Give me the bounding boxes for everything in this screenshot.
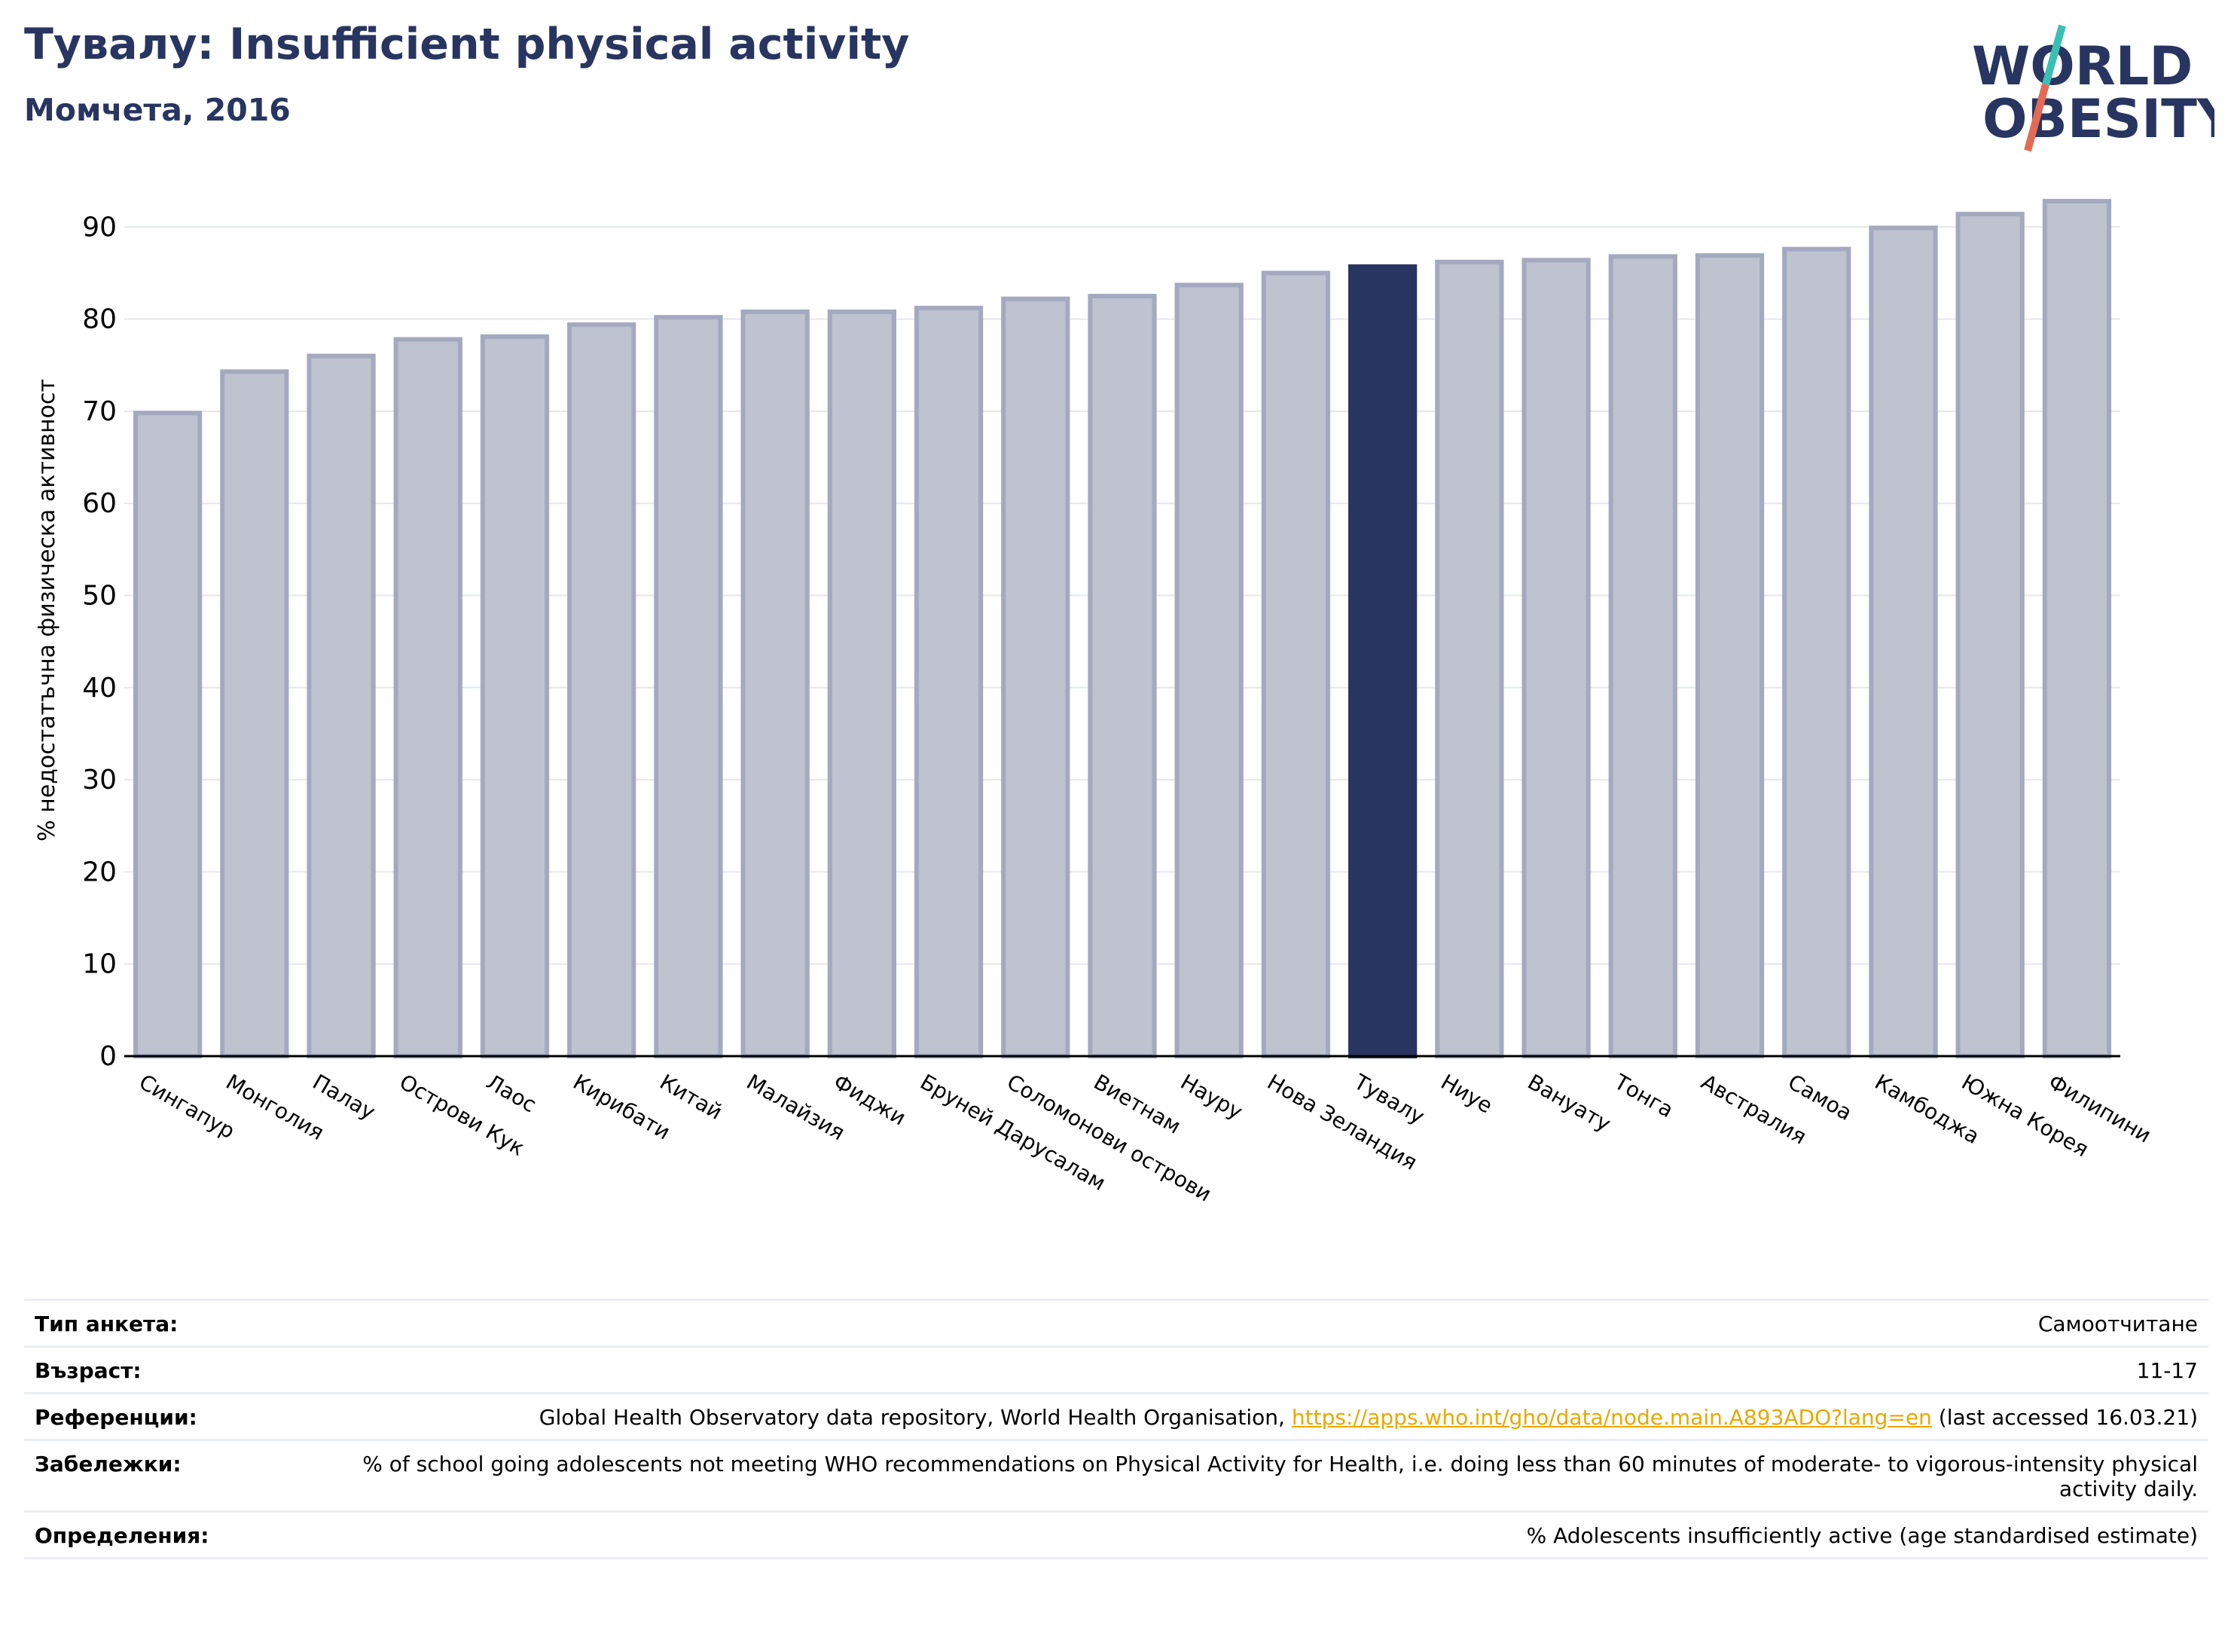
bar <box>1695 253 1765 1058</box>
x-tick-label: Самоа <box>1784 1069 1856 1125</box>
logo-word-obesity: OBESITY <box>1982 88 2214 150</box>
bar <box>1608 254 1677 1058</box>
bar <box>654 315 723 1058</box>
y-tick-label: 0 <box>99 1041 117 1072</box>
chart-subtitle: Момчета, 2016 <box>24 92 291 128</box>
definitions-value: % Adolescents insufficiently active (age… <box>1526 1523 2198 1548</box>
y-tick-label: 10 <box>82 949 117 980</box>
bar <box>307 353 376 1058</box>
x-tick-label: Тонга <box>1610 1069 1677 1122</box>
references-value: Global Health Observatory data repositor… <box>539 1405 2198 1430</box>
x-tick-label: Сингапур <box>135 1069 239 1144</box>
logo-teal-slash <box>2042 24 2066 86</box>
info-row-references: Референции: Global Health Observatory da… <box>24 1392 2208 1439</box>
x-tick-label: Китай <box>655 1069 726 1124</box>
x-tick-label: Ниуе <box>1436 1069 1497 1118</box>
notes-label: Забележки: <box>35 1452 182 1476</box>
y-tick-label: 90 <box>82 212 117 243</box>
y-tick-label: 70 <box>82 396 117 427</box>
bar-highlighted <box>1348 264 1418 1058</box>
references-text: Global Health Observatory data repositor… <box>539 1405 1285 1430</box>
x-tick-label: Вануату <box>1524 1069 1616 1136</box>
info-row-notes: Забележки: % of school going adolescents… <box>24 1439 2208 1510</box>
bar <box>393 337 462 1059</box>
bar <box>1521 258 1591 1058</box>
references-accessed: (last accessed 16.03.21) <box>1938 1405 2198 1430</box>
bar <box>480 334 550 1059</box>
definitions-label: Определения: <box>35 1523 209 1548</box>
bar <box>1261 270 1331 1059</box>
bar <box>914 305 984 1058</box>
x-tick-label: Малайзия <box>743 1069 850 1145</box>
info-row-survey: Тип анкета: Самоотчитане <box>24 1299 2208 1345</box>
bar <box>133 411 203 1058</box>
logo-word-world: WORLD <box>1972 35 2193 97</box>
x-tick-label: Кирибати <box>569 1069 674 1144</box>
bar-chart: 0 10 20 30 40 50 60 70 80 90 СингапурМонголияПала… <box>34 199 2156 1207</box>
x-tick-label: Лаос <box>482 1069 541 1117</box>
bars <box>133 199 2112 1059</box>
bar <box>827 309 896 1059</box>
x-tick-label: Палау <box>309 1069 380 1125</box>
bar <box>1782 246 1851 1059</box>
y-tick-label: 50 <box>82 581 117 612</box>
y-tick-label: 80 <box>82 304 117 335</box>
x-tick-label: Нова Зеландия <box>1263 1069 1421 1174</box>
info-row-age: Възраст: 11-17 <box>24 1345 2208 1392</box>
bar <box>1174 282 1244 1058</box>
bar <box>740 309 810 1059</box>
survey-label: Тип анкета: <box>35 1312 179 1336</box>
logo-coral-slash <box>2024 83 2049 152</box>
y-tick-label: 40 <box>82 673 117 704</box>
bar <box>2042 199 2112 1058</box>
bar <box>1955 212 2025 1059</box>
bar <box>1088 294 1157 1058</box>
info-row-definitions: Определения: % Adolescents insufficientl… <box>24 1510 2208 1559</box>
x-tick-label: Науру <box>1177 1069 1247 1124</box>
y-tick-label: 30 <box>82 765 117 795</box>
references-link[interactable]: https://apps.who.int/gho/data/node.main.… <box>1291 1405 1932 1430</box>
references-label: Референции: <box>35 1405 197 1430</box>
y-tick-label: 60 <box>82 488 117 519</box>
y-tick-label: 20 <box>82 857 117 887</box>
age-value: 11-17 <box>2136 1358 2198 1383</box>
x-tick-label: Монголия <box>221 1069 328 1145</box>
survey-value: Самоотчитане <box>2037 1312 2198 1336</box>
y-axis-label: % недостатъчна физическа активност <box>34 379 60 841</box>
notes-value: % of school going adolescents not meetin… <box>362 1452 2198 1501</box>
world-obesity-logo: WORLD OBESITY <box>1972 24 2214 152</box>
y-axis-ticks: 0 10 20 30 40 50 60 70 80 90 <box>82 212 117 1072</box>
bar <box>1869 225 1938 1059</box>
bar <box>1435 259 1504 1058</box>
bar <box>1001 296 1070 1059</box>
chart-title: Тувалу: Insufficient physical activity <box>24 20 910 69</box>
bar <box>567 322 636 1058</box>
age-label: Възраст: <box>35 1358 142 1383</box>
info-table: Тип анкета: Самоотчитане Възраст: 11-17 … <box>24 1299 2208 1559</box>
bar <box>220 369 289 1059</box>
